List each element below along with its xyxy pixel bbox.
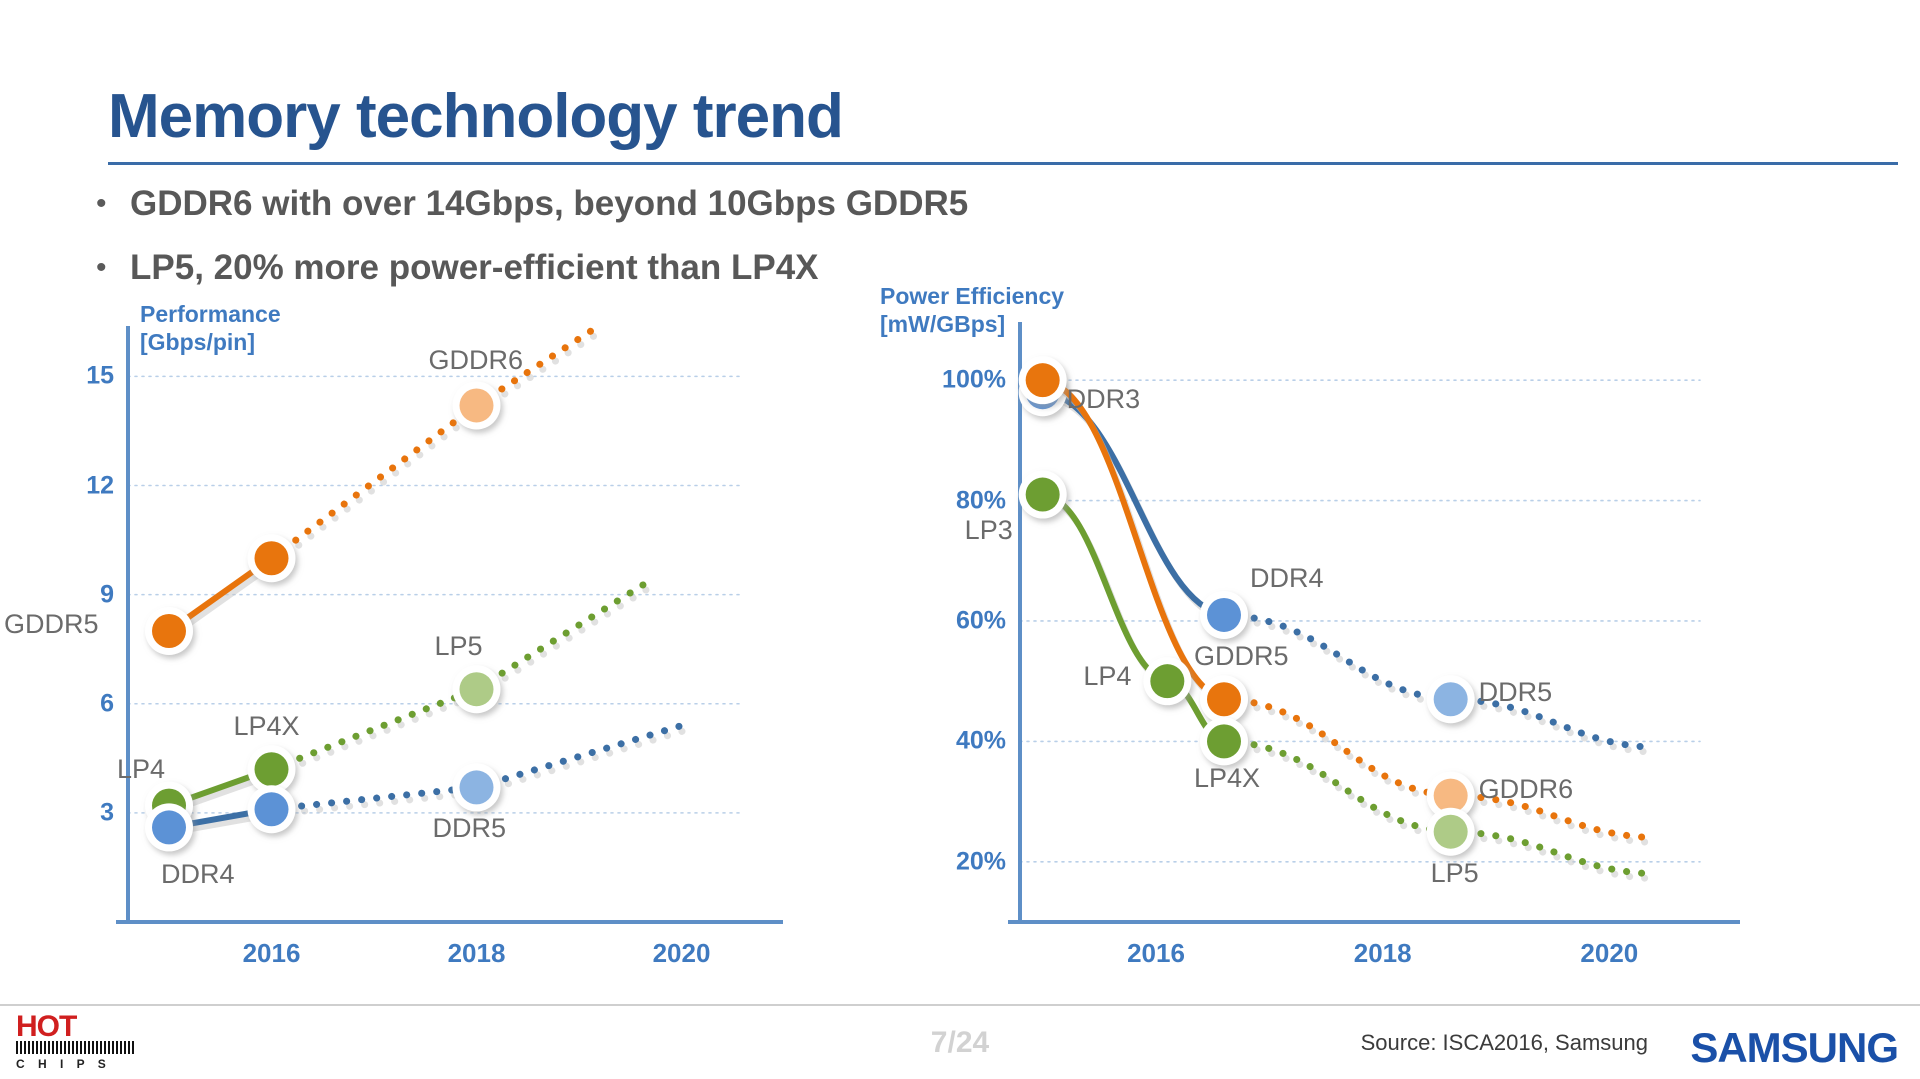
data-point-label: LP4 [1083,661,1132,692]
y-axis-tick: 80% [955,486,1006,515]
hot-chips-subtitle: C H I P S [16,1057,111,1071]
title-block: Memory technology trend [108,82,1898,165]
x-axis-tick: 2016 [1127,938,1185,968]
power-efficiency-plot-area [1008,322,1740,924]
data-point-label: GDDR5 [1194,641,1289,672]
performance-plot-area [116,322,783,924]
y-axis-tick: 40% [955,726,1006,755]
data-point-label: GDDR6 [428,345,524,376]
source-note: Source: ISCA2016, Samsung [1360,1030,1648,1055]
data-point-label: GDDR5 [4,609,99,639]
page-number: 7/24 [930,1026,990,1059]
data-point-label: LP5 [434,631,483,662]
y-axis-tick: 9 [100,580,114,609]
data-point-label: DDR5 [432,813,507,844]
bullet-item-2: • LP5, 20% more power-efficient than LP4… [96,246,1496,290]
page-title: Memory technology trend [108,82,844,151]
bullet-dot-icon: • [96,187,107,220]
power-efficiency-chart-title: Power Efficiency [mW/GBps] [880,283,1065,338]
data-point-label: DDR5 [1478,677,1553,708]
data-point-label: LP4 [117,753,166,784]
x-axis-tick: 2016 [242,938,301,968]
samsung-logo: SAMSUNG [1690,1024,1899,1071]
x-axis-tick: 2018 [447,938,506,968]
performance-chart-title: Performance [Gbps/pin] [140,301,281,356]
bullet-dot-icon: • [96,251,107,284]
hot-chips-bars-icon [16,1041,134,1054]
y-axis-tick: 60% [955,606,1006,635]
x-axis-tick: 2018 [1353,938,1412,968]
hot-chips-wordmark: HOT [16,1010,77,1043]
data-point-label: DDR4 [1250,562,1324,593]
data-point-label: DDR3 [1066,384,1141,415]
hot-chips-logo: HOT C H I P S [16,1010,146,1076]
performance-chart: Performance [Gbps/pin] 15 12 9 6 3 2016 2018 20… [4,301,908,982]
data-point-label: LP5 [1430,857,1479,888]
data-point-label: GDDR6 [1478,773,1574,804]
bullet-item-1: • GDDR6 with over 14Gbps, beyond 10Gbps … [96,182,1496,226]
bullet-text-2: LP5, 20% more power-efficient than LP4X [130,248,819,287]
y-axis-tick: 3 [100,798,114,827]
data-point-label: LP4X [233,711,300,742]
y-axis-tick: 20% [955,847,1006,876]
bullet-list: • GDDR6 with over 14Gbps, beyond 10Gbps … [96,182,1496,310]
x-axis-tick: 2020 [652,938,711,968]
data-point-label: LP4X [1194,763,1261,794]
footer-divider [0,1004,1920,1006]
y-axis-tick: 12 [86,471,114,499]
y-axis-tick: 100% [942,365,1006,394]
y-axis-tick: 6 [100,689,114,718]
data-point-label: LP3 [964,514,1013,545]
y-axis-tick: 15 [86,361,114,390]
x-axis-tick: 2020 [1580,938,1639,968]
power-efficiency-chart: Power Efficiency [mW/GBps] 100% 80% 60% 40%… [880,283,1860,982]
data-point-label: DDR4 [161,859,235,890]
bullet-text-1: GDDR6 with over 14Gbps, beyond 10Gbps GD… [130,184,969,223]
title-underline [108,162,1898,165]
